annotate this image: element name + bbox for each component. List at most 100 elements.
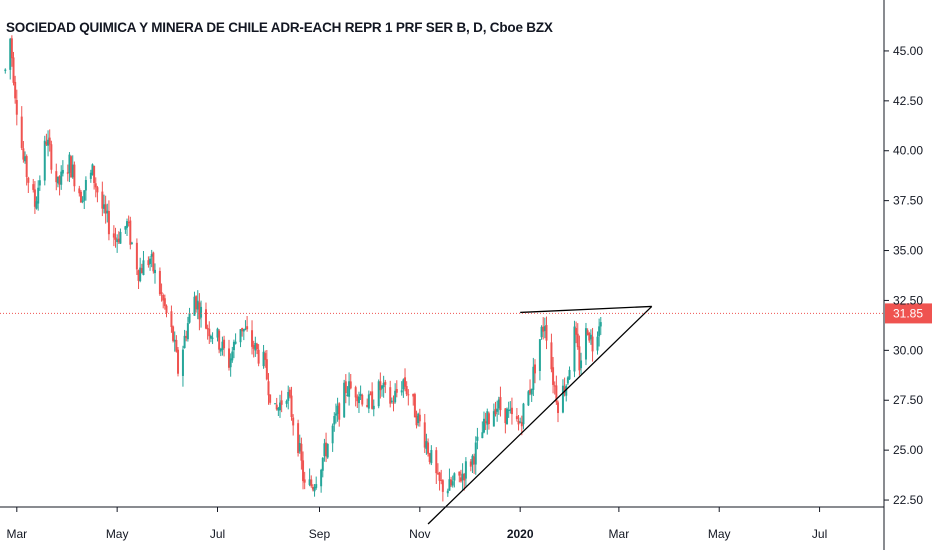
candle (453, 472, 456, 488)
price-badge-label: 31.85 (893, 306, 923, 320)
candle (126, 218, 129, 236)
candle (116, 234, 119, 253)
candle (384, 379, 387, 394)
y-tick-label: 45.00 (893, 44, 923, 58)
candle (231, 346, 234, 363)
candle (228, 339, 231, 371)
candle (73, 161, 76, 192)
candle (372, 399, 375, 417)
candle (45, 133, 48, 146)
candle (418, 408, 421, 427)
candle (591, 327, 594, 362)
candle (481, 421, 484, 439)
candle (379, 372, 382, 399)
candle (504, 408, 507, 434)
x-tick-label: Nov (409, 527, 430, 541)
candle (232, 339, 235, 359)
candle (172, 325, 175, 343)
candle (239, 329, 242, 348)
resistance-trendline[interactable] (520, 305, 652, 314)
candle (279, 394, 282, 418)
candle (578, 335, 581, 376)
candle (575, 321, 578, 344)
x-tick-label: Jul (812, 527, 827, 541)
candle (412, 393, 415, 406)
candle (27, 176, 30, 193)
candle (496, 400, 499, 422)
candle (476, 427, 479, 450)
candle (287, 385, 290, 410)
candle (12, 51, 15, 86)
candle (532, 357, 535, 397)
candle (494, 401, 497, 417)
candle (413, 392, 416, 418)
candle (407, 389, 410, 406)
candle (149, 256, 152, 271)
candle (140, 263, 143, 274)
candle (568, 366, 571, 380)
candle (542, 317, 545, 340)
candle (348, 372, 351, 406)
candle (79, 189, 82, 203)
candle (533, 359, 536, 384)
x-tick-label: 2020 (507, 527, 534, 541)
candle (349, 373, 352, 390)
candle (20, 106, 23, 151)
candle (321, 457, 324, 478)
candle (461, 463, 464, 490)
candle (114, 227, 117, 248)
candle (331, 423, 334, 452)
candle (561, 379, 564, 414)
candle (274, 403, 277, 405)
candle (196, 290, 199, 320)
candle (117, 231, 120, 245)
candle (137, 269, 140, 290)
candle (425, 433, 428, 455)
candle (565, 384, 568, 402)
current-price-line: 31.85 (0, 303, 932, 324)
candle (218, 329, 221, 354)
candle (139, 257, 142, 283)
candle (173, 331, 176, 352)
support-trendline[interactable] (427, 305, 653, 525)
candle (343, 379, 346, 418)
candle (308, 468, 311, 487)
candle (300, 437, 303, 470)
candle (84, 176, 87, 201)
candle (262, 344, 265, 369)
candle (135, 238, 138, 276)
candle (357, 391, 360, 413)
y-tick-label: 27.50 (893, 393, 923, 407)
candle (515, 407, 518, 422)
candle (35, 196, 38, 210)
y-tick-label: 32.50 (893, 293, 923, 307)
candle (153, 263, 156, 284)
trendline-layer[interactable] (427, 305, 653, 525)
candle (33, 181, 36, 214)
candle (382, 375, 385, 398)
candle (241, 327, 244, 337)
candle (448, 468, 451, 491)
candle (183, 329, 186, 349)
candle (188, 307, 191, 324)
candle (130, 241, 133, 245)
candle (303, 471, 306, 490)
candle (596, 331, 599, 355)
candle (446, 488, 449, 497)
x-tick-label: Sep (309, 527, 331, 541)
candle (427, 438, 430, 457)
candle (127, 215, 130, 227)
candle (473, 453, 476, 474)
candle (68, 152, 71, 183)
candle (251, 320, 254, 355)
candle (315, 476, 318, 490)
candle (530, 388, 533, 402)
candle (507, 401, 510, 418)
candle (311, 484, 314, 492)
candle (302, 451, 305, 490)
candle (277, 406, 280, 417)
candle (288, 387, 291, 399)
candle (186, 316, 189, 342)
candle (47, 130, 50, 157)
